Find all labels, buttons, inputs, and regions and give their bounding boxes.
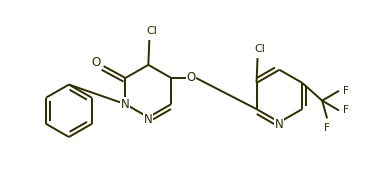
Text: F: F: [324, 123, 330, 133]
Text: F: F: [343, 86, 349, 96]
Text: Cl: Cl: [254, 44, 265, 54]
Text: Cl: Cl: [146, 26, 157, 36]
Text: N: N: [144, 113, 153, 126]
Text: N: N: [275, 118, 284, 131]
Text: N: N: [121, 98, 130, 111]
Text: O: O: [187, 71, 196, 84]
Text: O: O: [91, 56, 100, 69]
Text: F: F: [343, 105, 349, 116]
